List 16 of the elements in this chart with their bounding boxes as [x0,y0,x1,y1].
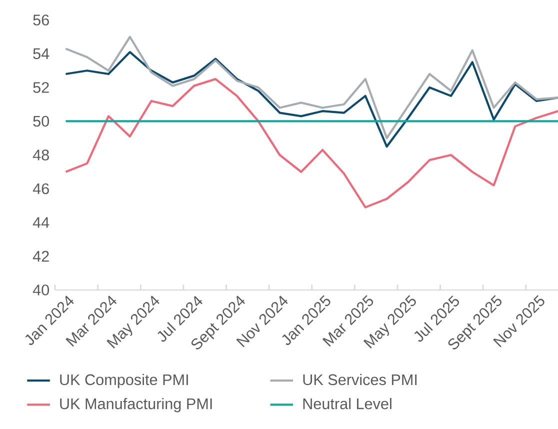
y-tick-label: 44 [32,217,50,228]
y-tick-label: 40 [32,284,50,296]
legend-label: UK Composite PMI [60,374,188,388]
line-series [64,36,558,140]
legend-label: Neutral Level [303,398,392,410]
line-series [64,50,558,148]
y-tick-label: 52 [33,82,49,93]
line-series [64,78,558,208]
y-tick-label: 50 [33,116,50,127]
y-tick-label: 42 [32,250,49,262]
legend-label: UK Services PMI [303,374,417,386]
y-tick-label: 56 [33,14,49,26]
y-tick-label: 46 [32,183,49,194]
y-tick-label: 48 [32,150,49,160]
legend-label: UK Manufacturing PMI [60,398,212,412]
y-tick-label: 54 [33,48,50,60]
